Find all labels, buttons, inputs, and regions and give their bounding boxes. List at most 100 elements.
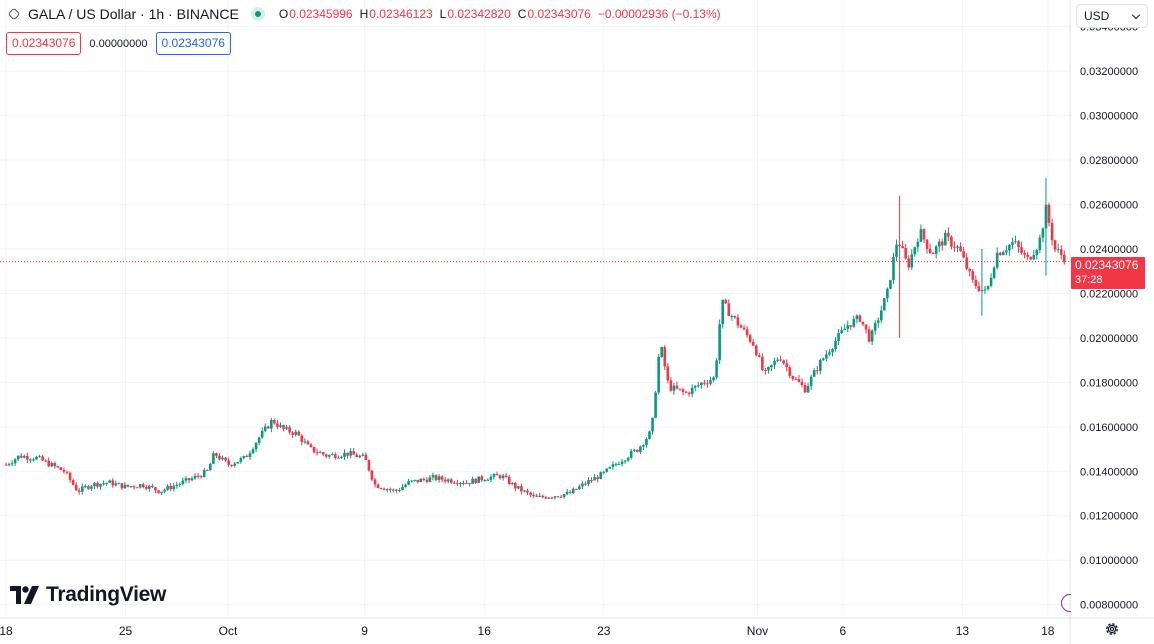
candle-body [785, 363, 789, 368]
candle-body [282, 425, 285, 429]
candle-body [742, 327, 746, 330]
open-label: O [278, 7, 289, 21]
market-status-icon[interactable] [250, 7, 265, 21]
candle-body [578, 486, 581, 490]
candle-body [199, 476, 203, 478]
candle-body [837, 333, 840, 341]
candle-body [581, 483, 584, 487]
candle-body [733, 315, 737, 318]
candle-body [13, 459, 17, 464]
candle-body [535, 495, 538, 497]
candle-body [818, 360, 822, 371]
candle-body [1062, 254, 1066, 263]
currency-selector[interactable]: USD [1076, 4, 1148, 28]
candle-body [224, 457, 227, 461]
candle-body [254, 442, 258, 450]
candle-body [434, 475, 438, 480]
candle-body [712, 377, 715, 381]
candle-body [1038, 237, 1042, 250]
candle-body [495, 474, 499, 476]
candle-body [593, 477, 596, 481]
candle-body [227, 460, 230, 465]
candle-body [523, 490, 526, 492]
candle-body [114, 483, 118, 486]
candle-body [163, 489, 166, 492]
candle-body [779, 359, 782, 361]
candle-body [636, 449, 639, 452]
y-tick-label: 0.03000000 [1080, 111, 1138, 123]
y-tick-label: 0.02600000 [1080, 200, 1138, 212]
candle-body [16, 455, 20, 460]
candle-body [10, 463, 14, 465]
candle-body [321, 452, 325, 455]
candle-body [181, 480, 185, 484]
candle-body [53, 462, 57, 467]
candle-body [248, 453, 252, 458]
candle-body [446, 479, 450, 482]
candle-body [388, 489, 392, 491]
candle-body [218, 455, 221, 460]
candle-body [230, 464, 233, 466]
x-tick-label: Oct [219, 624, 238, 638]
candle-body [340, 456, 343, 458]
candle-body [675, 385, 679, 389]
candle-body [754, 345, 758, 356]
candle-body [123, 484, 127, 489]
candle-body [273, 420, 276, 424]
indicator-ask-value[interactable]: 0.02343076 [155, 32, 231, 55]
candle-body [648, 431, 651, 439]
close-value: 0.02343076 [527, 7, 591, 21]
x-tick-label: 18 [1041, 624, 1055, 638]
candle-body [184, 478, 188, 481]
candle-body [324, 454, 328, 457]
candle-body [266, 426, 270, 429]
candle-body [71, 480, 75, 485]
candle-body [642, 445, 645, 447]
candle-body [1044, 204, 1048, 229]
candle-body [873, 322, 877, 331]
candle-body [288, 427, 291, 433]
candle-body [99, 483, 102, 487]
candle-body [29, 459, 32, 461]
candle-body [776, 359, 779, 361]
candle-body [666, 366, 670, 381]
candle-body [937, 241, 941, 247]
candle-body [428, 477, 432, 482]
x-tick-label: 16 [478, 624, 492, 638]
candle-body [968, 268, 972, 272]
candle-body [1050, 222, 1054, 241]
candle-body [855, 315, 859, 319]
candle-body [925, 239, 929, 249]
candle-body [26, 455, 29, 460]
candle-body [693, 385, 697, 388]
candle-body [678, 388, 682, 390]
candle-body [928, 248, 932, 254]
candle-body [520, 486, 523, 492]
candle-body [565, 491, 569, 495]
candle-body [745, 329, 749, 336]
indicator-bid-value[interactable]: 0.02343076 [6, 32, 82, 55]
candle-body [425, 479, 429, 482]
candle-body [74, 484, 78, 491]
gear-icon[interactable] [1104, 621, 1120, 637]
candle-body [245, 455, 249, 458]
candle-body [22, 455, 26, 458]
candle-body [757, 355, 761, 357]
candle-body [639, 446, 642, 452]
candle-body [660, 347, 663, 357]
candle-body [989, 277, 993, 286]
symbol-title[interactable]: GALA / US Dollar · 1h · BINANCE [28, 6, 239, 22]
y-tick-label: 0.03200000 [1080, 66, 1138, 78]
candle-body [504, 475, 508, 477]
candle-body [843, 328, 846, 331]
candle-body [953, 246, 956, 248]
candle-body [303, 441, 307, 443]
candle-body [50, 462, 54, 467]
tradingview-logo[interactable]: TradingView [10, 583, 166, 607]
candle-body [349, 451, 352, 456]
candle-body [135, 487, 139, 489]
candle-body [105, 482, 108, 484]
candle-body [895, 244, 898, 257]
candle-body [654, 392, 657, 418]
